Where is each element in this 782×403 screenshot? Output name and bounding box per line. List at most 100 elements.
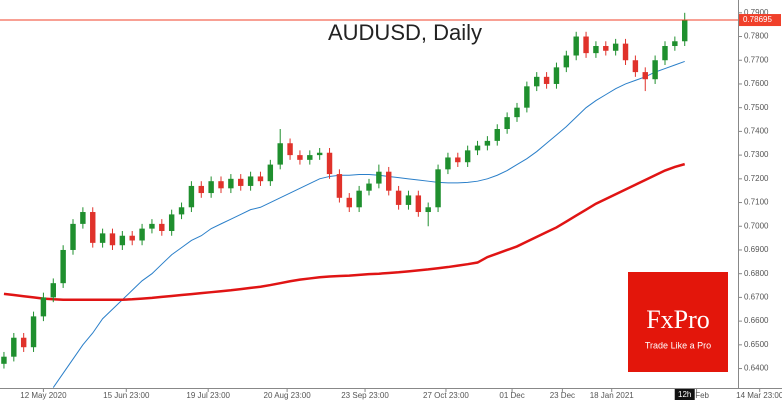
candle-body <box>277 143 283 165</box>
candle-body <box>129 235 135 241</box>
candle-body <box>662 46 668 61</box>
candle-body <box>40 297 47 317</box>
y-tick-label: 0.7200 <box>744 174 769 183</box>
y-tick-label: 0.7100 <box>744 198 769 207</box>
x-tick-label: 18 Jan 2021 <box>590 391 635 400</box>
timeframe-tag: 12h <box>678 390 691 399</box>
candle-body <box>99 233 106 243</box>
candle-body <box>228 178 234 189</box>
chart-title: AUDUSD, Daily <box>328 20 482 45</box>
candle-body <box>50 283 56 298</box>
candle-body <box>109 233 116 246</box>
last-price-tag <box>739 14 781 27</box>
candle-body <box>553 67 560 84</box>
candle-body <box>652 60 658 80</box>
y-tick-label: 0.7300 <box>744 150 769 159</box>
candle-body <box>622 43 629 61</box>
candle-body <box>316 152 323 156</box>
y-tick-label: 0.7600 <box>744 79 769 88</box>
candle-body <box>307 155 313 160</box>
x-tick-label: 12 May 2020 <box>20 391 67 400</box>
moving-average-line <box>3 162 686 302</box>
y-tick-label: 0.6800 <box>744 269 769 278</box>
candle-body <box>376 171 382 184</box>
candle-body <box>543 76 550 84</box>
candle-body <box>593 46 599 54</box>
candle-body <box>119 235 126 246</box>
x-tick-label: 14 Mar 23:00 <box>736 391 782 400</box>
candle-body <box>494 129 500 141</box>
candle-body <box>208 181 214 194</box>
moving-average-line <box>52 60 685 388</box>
x-tick-label: 23 Dec <box>550 391 575 400</box>
y-tick-label: 0.6700 <box>744 293 769 302</box>
y-tick-label: 0.6500 <box>744 340 769 349</box>
candle-body <box>563 55 570 68</box>
y-tick-label: 0.7500 <box>744 103 769 112</box>
candle-body <box>366 183 372 191</box>
candle-body <box>287 143 293 156</box>
x-tick-label: 19 Jul 23:00 <box>186 391 230 400</box>
candle-body <box>524 86 530 108</box>
candle-body <box>188 185 195 208</box>
candle-body <box>642 72 648 80</box>
candle-body <box>178 207 185 215</box>
candle-body <box>445 157 451 170</box>
candle-body <box>70 223 76 250</box>
y-tick-label: 0.7700 <box>744 55 769 64</box>
y-tick-label: 0.7400 <box>744 126 769 135</box>
candle-body <box>297 155 303 160</box>
candle-body <box>139 228 145 241</box>
candle-body <box>632 60 639 73</box>
timeframe-tag-box <box>674 389 695 400</box>
candle-body <box>336 174 343 198</box>
candle-body <box>326 152 333 175</box>
candle-body <box>90 212 96 243</box>
candle-body <box>474 145 481 151</box>
candle-body <box>159 223 165 231</box>
candle-body <box>435 169 441 208</box>
logo-name: FxPro <box>646 305 710 334</box>
candle-body <box>504 117 510 130</box>
candle-body <box>514 107 520 118</box>
candle-body <box>415 195 422 213</box>
candle-body <box>583 36 589 54</box>
candle-body <box>198 185 204 194</box>
candle-body <box>405 195 412 205</box>
y-tick-label: 0.6400 <box>744 364 769 373</box>
candle-body <box>247 176 254 186</box>
candle-body <box>80 212 86 224</box>
candle-body <box>682 19 688 42</box>
candle-body <box>1 356 7 364</box>
y-tick-label: 0.7800 <box>744 32 769 41</box>
brand-logo: FxPro Trade Like a Pro <box>628 272 728 372</box>
candle-body <box>455 157 461 163</box>
y-tick-label: 0.6600 <box>744 316 769 325</box>
x-tick-label: 15 Jun 23:00 <box>103 391 150 400</box>
candle-body <box>573 36 579 56</box>
x-tick-label: 20 Aug 23:00 <box>264 391 312 400</box>
candle-body <box>346 197 352 208</box>
candle-body <box>612 43 619 51</box>
candle-body <box>386 171 392 191</box>
candle-body <box>356 190 362 208</box>
candle-body <box>60 249 66 284</box>
candle-body <box>149 223 155 229</box>
candle-body <box>603 46 609 51</box>
candle-body <box>267 164 274 182</box>
logo-box <box>628 272 728 372</box>
candle-body <box>168 214 175 231</box>
logo-tagline: Trade Like a Pro <box>645 340 711 350</box>
candle-body <box>30 316 37 348</box>
candle-body <box>238 178 244 186</box>
candle-body <box>534 76 540 87</box>
x-tick-label: 23 Sep 23:00 <box>341 391 389 400</box>
y-tick-label: 0.6900 <box>744 245 769 254</box>
candle-body <box>395 190 402 205</box>
candle-body <box>484 140 491 146</box>
x-tick-label: 27 Oct 23:00 <box>423 391 469 400</box>
candle-body <box>672 41 678 47</box>
candle-body <box>464 150 471 163</box>
candle-body <box>257 176 264 182</box>
